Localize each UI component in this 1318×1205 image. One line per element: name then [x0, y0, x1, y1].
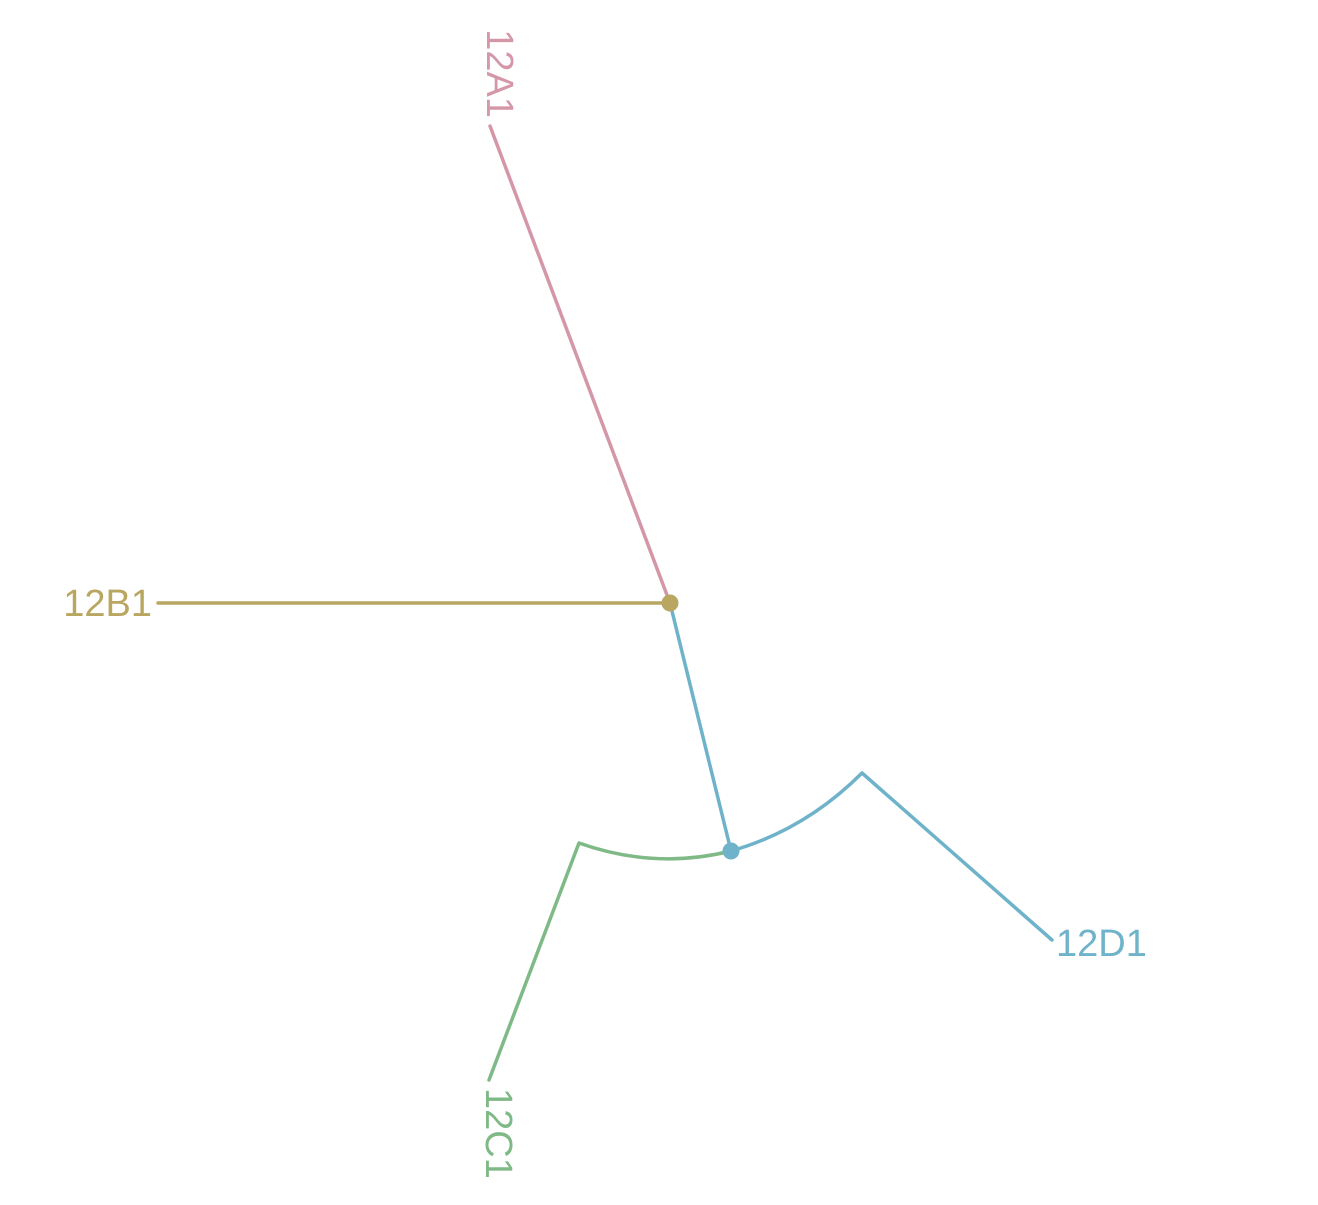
internal-node-cd: [722, 842, 740, 860]
branch-12a1: [488, 124, 672, 605]
branch-12d1: [729, 771, 1054, 942]
tip-label-12c1: 12C1: [477, 1088, 519, 1179]
tip-label-12d1: 12D1: [1056, 923, 1147, 965]
tip-label-12b1: 12B1: [63, 583, 152, 625]
internal-node-ab: [661, 594, 679, 612]
branch-internal: [668, 601, 733, 853]
tip-label-12a1: 12A1: [478, 29, 520, 118]
branch-12c1: [487, 841, 733, 1082]
